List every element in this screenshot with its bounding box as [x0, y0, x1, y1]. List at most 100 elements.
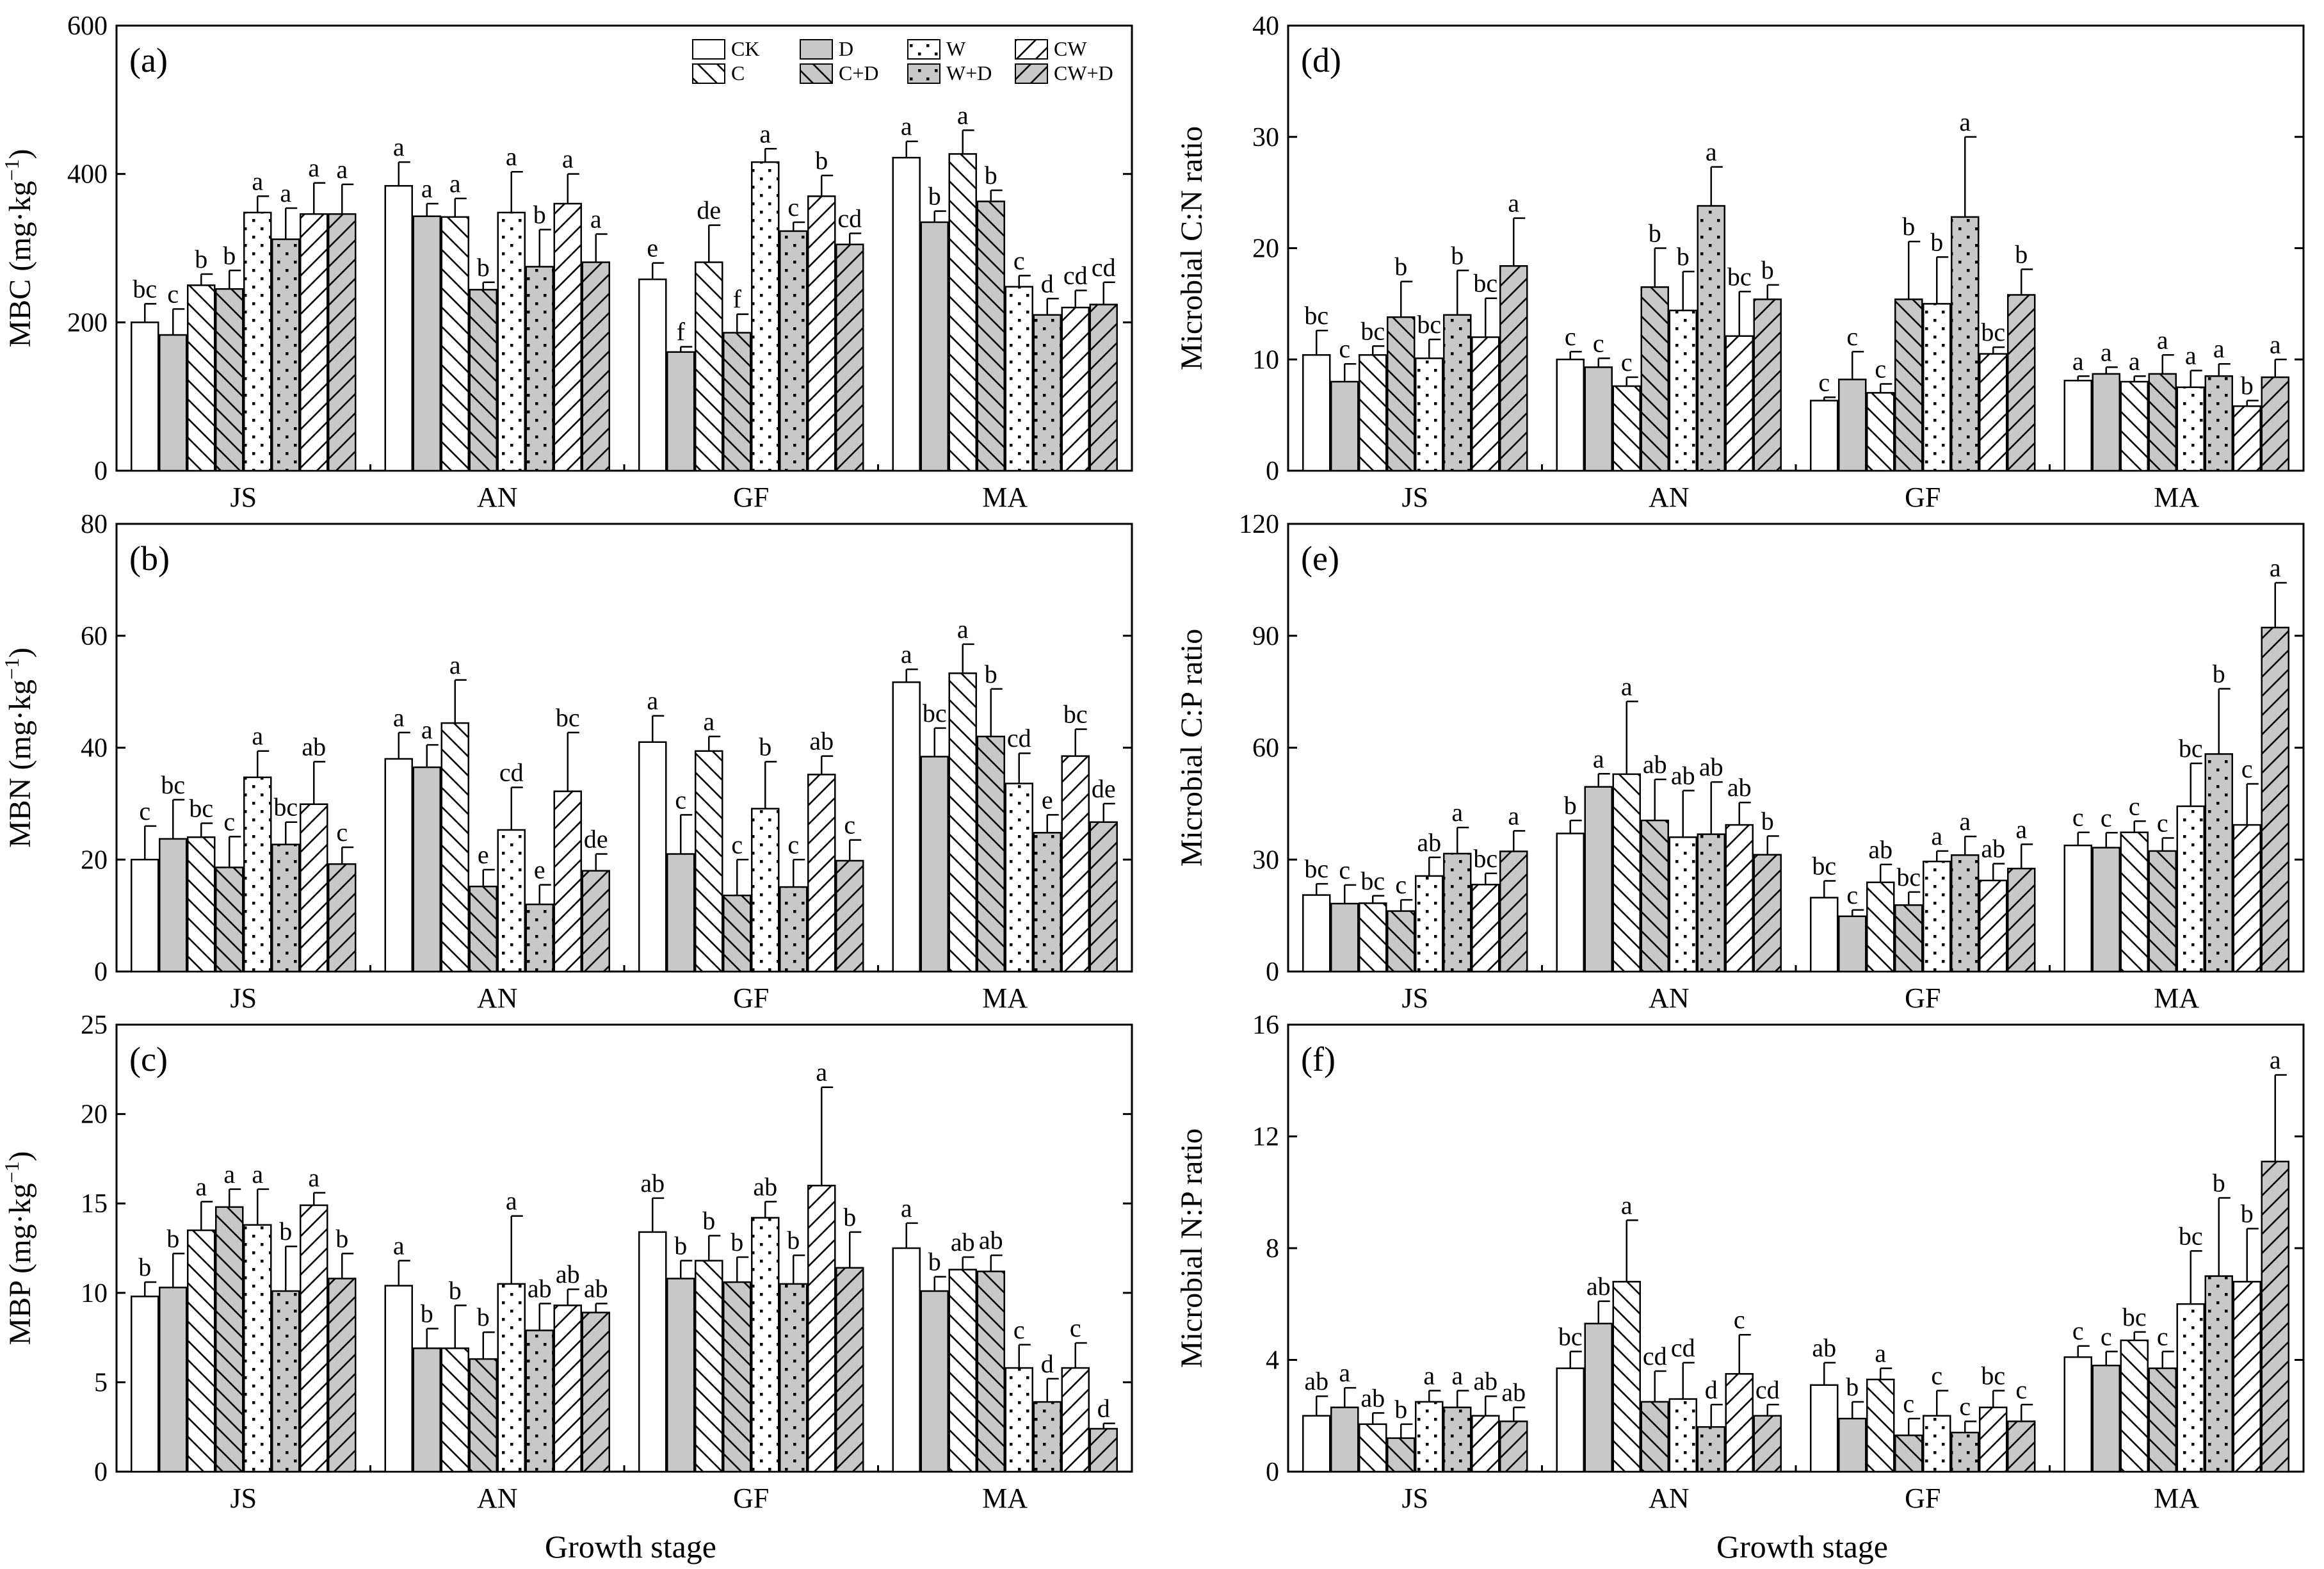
significance-letter: b: [279, 1217, 292, 1246]
bar-pattern: [1005, 286, 1033, 471]
significance-letter: a: [421, 174, 433, 203]
significance-letter: b: [166, 1224, 179, 1253]
bar-js-c-plus-d: [215, 1206, 244, 1473]
bar-js-cw: [300, 803, 328, 973]
bar-js-w: [243, 776, 272, 973]
bar-an-c: [1612, 773, 1641, 973]
bar-js-cw-plus-d: [328, 1278, 357, 1473]
bar-js-cw: [300, 1204, 328, 1473]
y-axis-label: MBP (mg·kg−1): [0, 1151, 37, 1345]
significance-letter: a: [1423, 1361, 1435, 1390]
y-tick-label: 0: [1266, 957, 1279, 987]
bar-js-ck: [1302, 894, 1331, 973]
significance-letter: ab: [1699, 752, 1723, 781]
bar-pattern: [1061, 756, 1089, 971]
bar-pattern: [300, 214, 328, 471]
legend-swatch-outline: [1015, 63, 1048, 84]
bar-an-c-plus-d: [1640, 819, 1669, 973]
bar-ma-cw: [1061, 755, 1090, 973]
bar-gf-ck: [638, 741, 667, 973]
bar-fill: [639, 1232, 666, 1472]
bar-js-cw-plus-d: [1499, 850, 1528, 973]
bar-pattern: [1980, 354, 2007, 471]
bar-ma-cw-plus-d: [1089, 821, 1118, 973]
significance-letter: a: [2270, 1046, 2281, 1075]
significance-letter: a: [703, 707, 714, 736]
legend: CK D W CW C C+D W+D CW+D: [692, 37, 1113, 85]
legend-item-c: C: [692, 61, 745, 85]
significance-letter: c: [139, 797, 150, 825]
bar-pattern: [1472, 1415, 1499, 1472]
bar-pattern: [497, 1283, 525, 1472]
bar-gf-cw: [1979, 1406, 2008, 1473]
legend-item-cw: CW: [1015, 37, 1087, 60]
bar-pattern: [1090, 822, 1117, 971]
significance-letter: b: [787, 1226, 800, 1255]
bar-pattern: [2177, 1304, 2204, 1472]
bar-pattern: [188, 837, 215, 971]
bar-pattern: [2205, 754, 2232, 971]
bar-an-c-plus-d: [469, 289, 497, 472]
bar-fill: [413, 216, 440, 471]
bar-gf-d: [1838, 378, 1867, 472]
bar-an-cw-plus-d: [1753, 298, 1782, 472]
bar-an-w: [1668, 836, 1697, 973]
significance-letter: c: [336, 818, 348, 847]
significance-letter: bc: [2122, 1303, 2147, 1331]
significance-letter: a: [421, 715, 433, 744]
significance-letter: c: [2129, 792, 2140, 820]
significance-letter: a: [1451, 798, 1463, 827]
bar-an-c-plus-d: [1640, 286, 1669, 472]
legend-swatch-outline: [692, 39, 725, 60]
bar-pattern: [1061, 1368, 1089, 1472]
significance-letter: b: [1930, 227, 1943, 256]
bar-pattern: [1033, 833, 1061, 971]
bar-pattern: [1867, 882, 1894, 971]
panel-label: (a): [129, 41, 168, 79]
y-tick-label: 600: [67, 12, 108, 41]
bar-pattern: [328, 1278, 356, 1472]
bar-pattern: [949, 1269, 976, 1472]
bar-ma-c: [948, 1269, 977, 1473]
bar-js-c-plus-d: [1387, 316, 1416, 472]
bar-pattern: [1472, 337, 1499, 471]
significance-letter: bc: [1558, 1322, 1583, 1351]
bar-gf-cw-plus-d: [835, 859, 864, 973]
significance-letter: c: [2157, 808, 2168, 837]
bar-pattern: [1444, 853, 1471, 971]
bar-an-d: [412, 766, 441, 973]
y-tick-label: 10: [1252, 345, 1279, 375]
significance-letter: b: [1394, 1395, 1407, 1424]
bar-an-w-plus-d: [525, 266, 554, 472]
bar-fill: [413, 1348, 440, 1472]
bar-gf-c: [695, 261, 723, 472]
bar-pattern: [244, 212, 271, 471]
significance-letter: b: [1564, 791, 1577, 820]
bar-pattern: [1725, 1374, 1753, 1472]
significance-letter: a: [1621, 672, 1633, 701]
bar-pattern: [1697, 1427, 1725, 1472]
bar-pattern: [1416, 875, 1443, 971]
x-tick-label-js: JS: [230, 982, 257, 1014]
bar-ma-c-plus-d: [976, 200, 1005, 472]
bar-pattern: [526, 904, 553, 971]
bar-pattern: [977, 1271, 1005, 1472]
significance-letter: ab: [979, 1226, 1003, 1255]
bar-fill: [385, 758, 412, 971]
bar-fill: [921, 222, 948, 471]
bar-pattern: [272, 1291, 300, 1472]
significance-letter: a: [252, 722, 263, 751]
significance-letter: c: [1959, 1392, 1971, 1420]
y-tick-label: 0: [94, 457, 108, 486]
bar-pattern: [752, 162, 779, 471]
bar-pattern: [1613, 1281, 1640, 1472]
bar-fill: [1303, 355, 1330, 471]
bar-pattern: [1005, 1368, 1033, 1472]
bar-js-w-plus-d: [1443, 1406, 1472, 1473]
bar-pattern: [977, 736, 1005, 971]
legend-swatch-pattern: [800, 64, 832, 83]
